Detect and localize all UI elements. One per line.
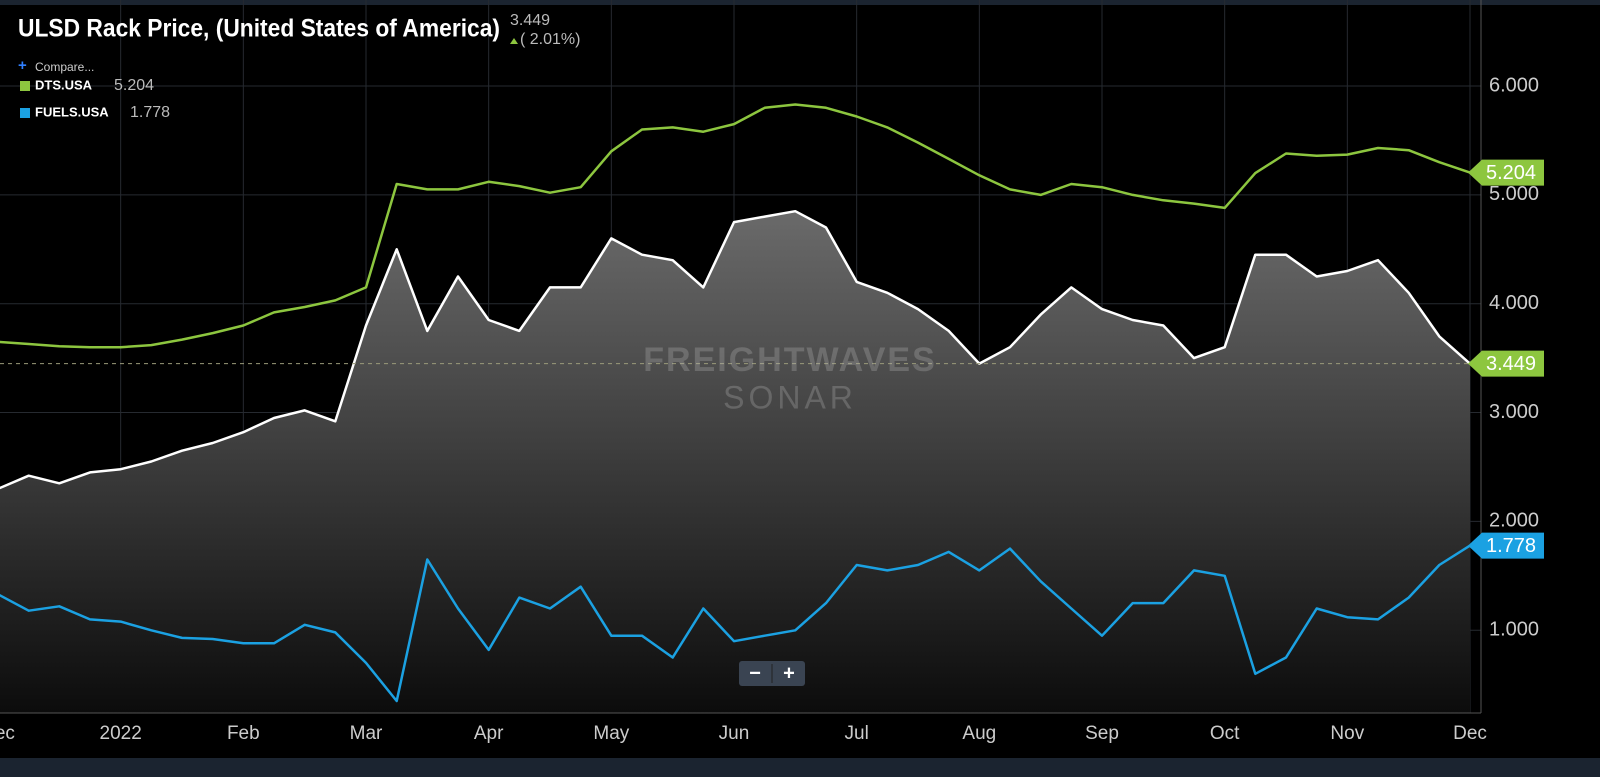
- value-tag-label: 5.204: [1486, 162, 1536, 184]
- compare-plus[interactable]: +: [18, 57, 27, 74]
- plot: [0, 103, 1481, 713]
- legend: DTS.USA 5.204 FUELS.USA 1.778: [20, 77, 170, 121]
- x-tick-label: Jul: [845, 723, 869, 744]
- x-tick-label: Dec: [1453, 723, 1487, 744]
- y-tick-label: 2.000: [1489, 510, 1539, 532]
- legend-value: 1.778: [130, 104, 170, 121]
- header: ULSD Rack Price, (United States of Ameri…: [18, 12, 580, 74]
- watermark-text: FREIGHTWAVES: [643, 341, 937, 379]
- bottom-border: [0, 758, 1600, 777]
- zoom-controls: − +: [739, 661, 805, 686]
- change-label: ( 2.01%): [520, 31, 580, 48]
- y-tick-label: 1.000: [1489, 619, 1539, 641]
- area: [0, 211, 1470, 713]
- y-tick-label: 6.000: [1489, 74, 1539, 96]
- x-tick-label: Feb: [227, 723, 260, 744]
- compare-label[interactable]: Compare...: [35, 60, 94, 74]
- y-tick-label: 4.000: [1489, 292, 1539, 314]
- axes: 1.000 2.000 3.000 4.000 5.000 6.000 Dec 2022 Feb…: [0, 0, 1544, 744]
- x-tick-label: Jun: [719, 723, 750, 744]
- legend-value: 5.204: [114, 77, 154, 94]
- value-tag: [1468, 159, 1544, 186]
- line: [0, 544, 1471, 703]
- x-tick-label: 2022: [100, 723, 142, 744]
- value-tag-label: 3.449: [1486, 353, 1536, 375]
- x-tick-label: Sep: [1085, 723, 1119, 744]
- chart-title: ULSD Rack Price, (United States of Ameri…: [18, 15, 500, 43]
- top-border: [0, 0, 1600, 5]
- legend-name: DTS.USA: [35, 77, 93, 92]
- line: [0, 209, 1471, 490]
- y-tick-label: 3.000: [1489, 401, 1539, 423]
- x-tick-label: Aug: [962, 723, 996, 744]
- watermark-text: SONAR: [723, 379, 857, 415]
- zoom-in[interactable]: +: [783, 662, 795, 684]
- value-tag: [1468, 532, 1544, 559]
- legend-swatch: [20, 81, 30, 91]
- x-tick-label: Oct: [1210, 723, 1240, 744]
- x-tick-label: Nov: [1330, 723, 1364, 744]
- value-tag-label: 1.778: [1486, 535, 1536, 557]
- legend-swatch: [20, 108, 30, 118]
- x-tick-label: Apr: [474, 723, 504, 744]
- current-value: 3.449: [510, 12, 550, 29]
- line: [0, 103, 1471, 349]
- value-tag: [1468, 350, 1544, 377]
- x-tick-label: May: [593, 723, 629, 744]
- zoom-out[interactable]: −: [749, 662, 761, 684]
- legend-name: FUELS.USA: [35, 104, 109, 119]
- x-tick-label: Mar: [350, 723, 383, 744]
- y-tick-label: 5.000: [1489, 183, 1539, 205]
- up-arrow: [510, 38, 518, 44]
- watermark: FREIGHTWAVES SONAR: [643, 341, 937, 415]
- x-tick-label: Dec: [0, 723, 15, 744]
